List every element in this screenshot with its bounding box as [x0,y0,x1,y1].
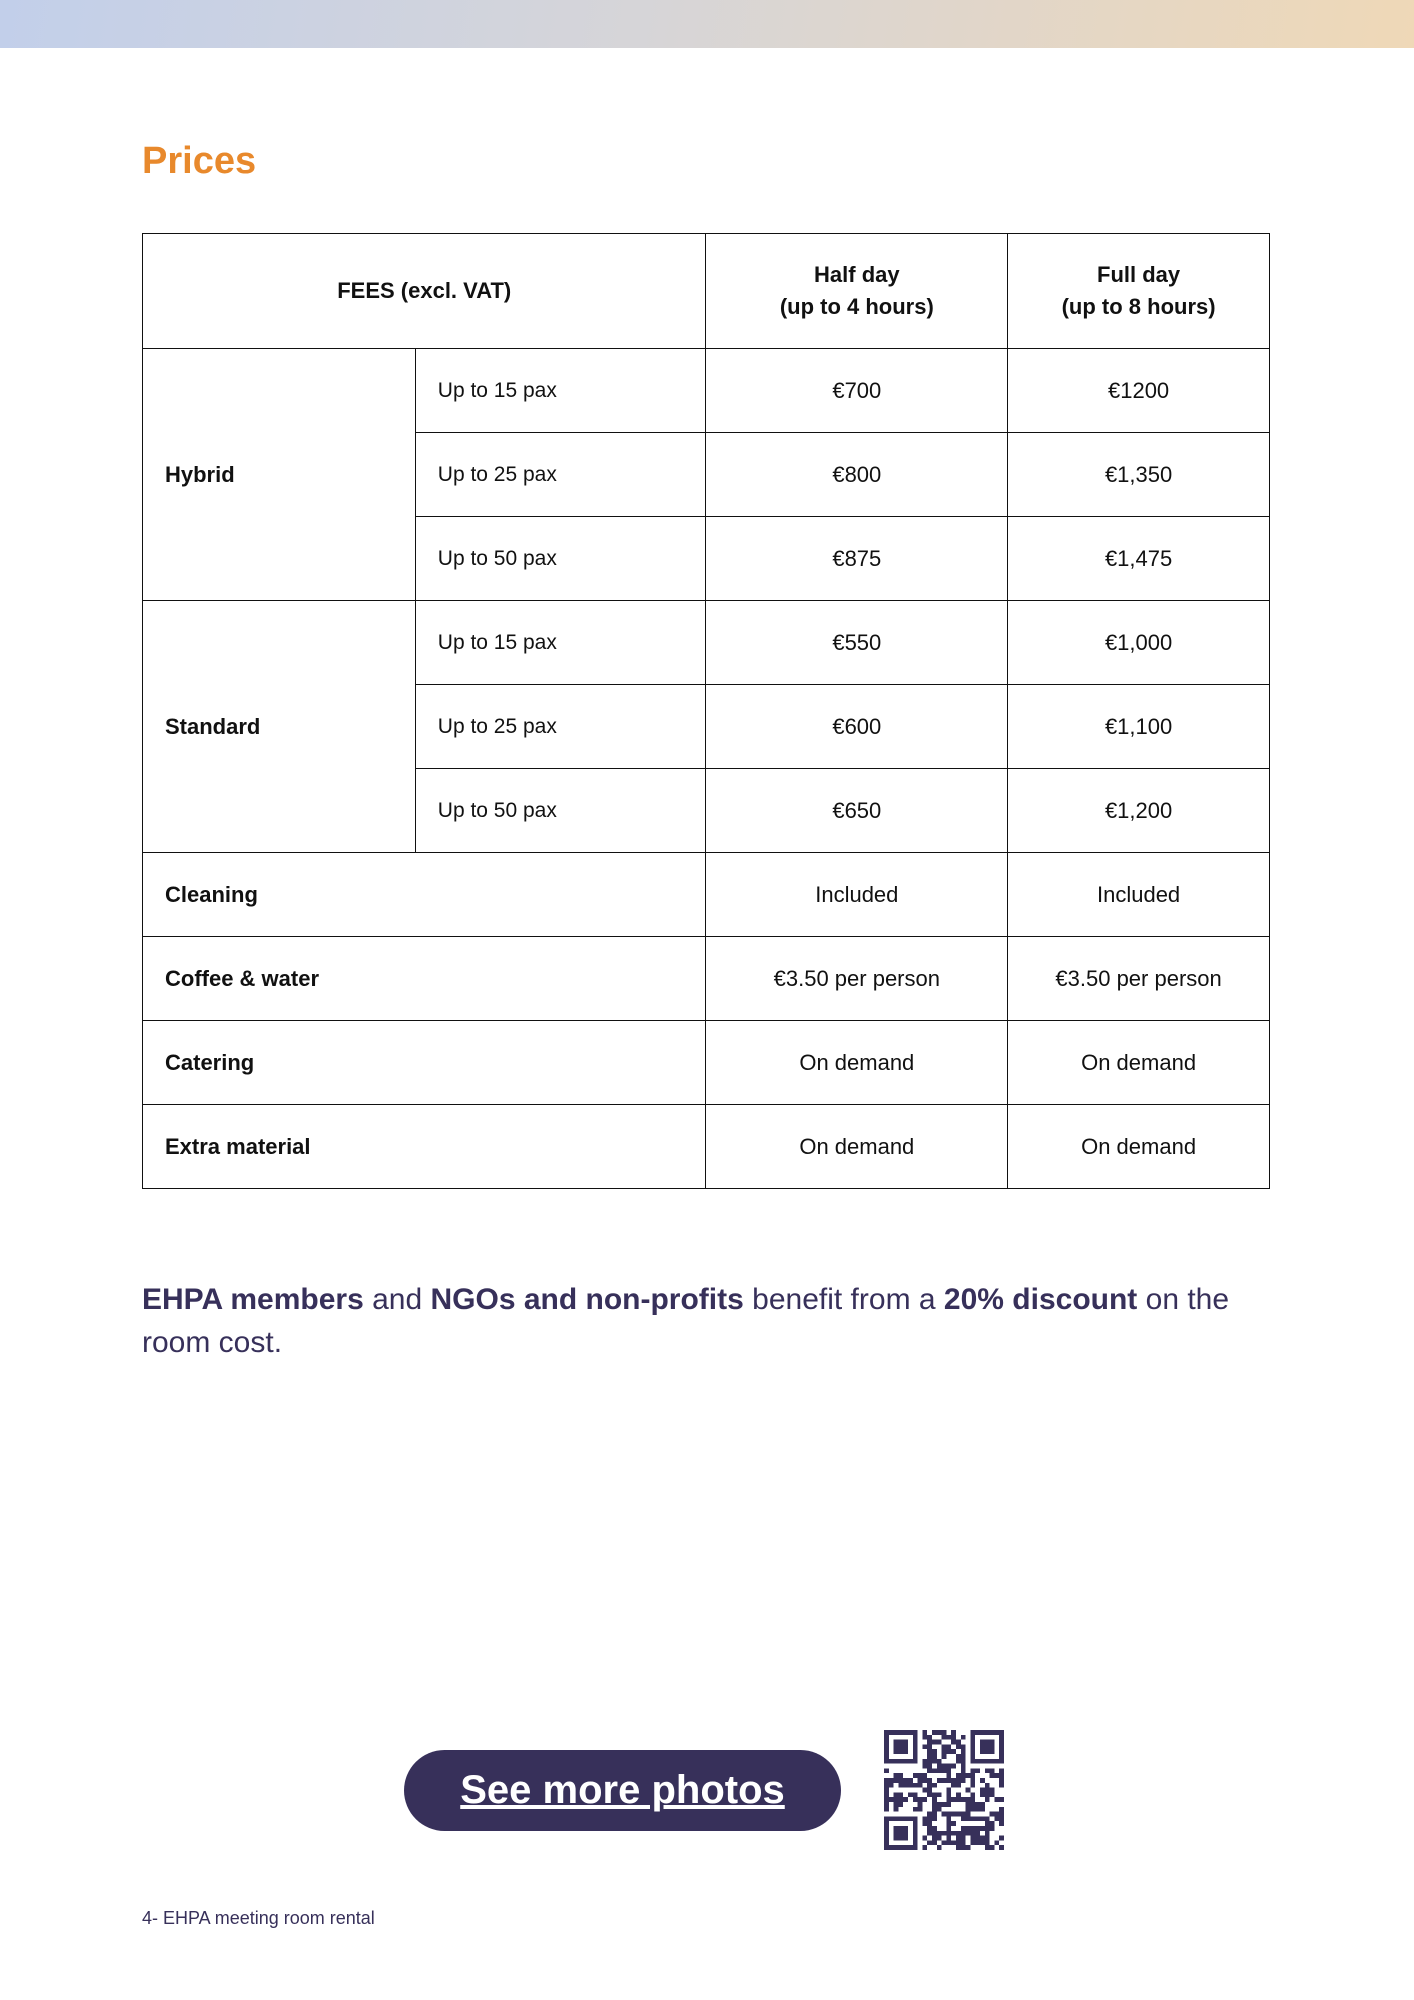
table-header-row: FEES (excl. VAT) Half day (up to 4 hours)… [141,233,1270,349]
table-row: Standard Up to 15 pax €550 €1,000 [142,600,1270,853]
discount-members: EHPA members [142,1283,364,1316]
header-half-day-label: Half day [814,262,900,287]
table-row: Cleaning Included Included [141,852,1270,937]
page-title: Prices [142,140,257,182]
full-day-price: €1,100 [1007,684,1270,769]
group-label: Hybrid [142,348,416,601]
table-row: Up to 25 pax €800 €1,350 [143,432,1270,517]
full-day-value: €3.50 per person [1007,936,1270,1021]
full-day-price: €1,000 [1007,600,1270,685]
full-day-price: €1,475 [1007,516,1270,601]
pax-cell: Up to 25 pax [414,684,707,769]
group-label: Standard [142,600,416,853]
discount-amount: 20% discount [943,1283,1138,1316]
half-day-price: €650 [705,768,1009,853]
qr-code-icon[interactable] [884,1730,1004,1850]
half-day-price: €600 [705,684,1009,769]
see-more-photos-button[interactable]: See more photos [404,1750,841,1831]
full-day-value: Included [1007,852,1270,937]
pax-cell: Up to 15 pax [414,348,707,433]
header-full-day-duration: (up to 8 hours) [1061,294,1216,319]
extra-label: Cleaning [141,852,707,937]
table-row: Coffee & water €3.50 per person €3.50 per … [141,936,1270,1021]
half-day-value: €3.50 per person [705,936,1009,1021]
half-day-price: €800 [705,432,1009,517]
extra-label: Extra material [141,1104,707,1189]
table-row: Up to 50 pax €650 €1,200 [143,768,1270,853]
header-full-day: Full day (up to 8 hours) [1007,233,1270,349]
table-row: Hybrid Up to 15 pax €700 €1200 [142,348,1270,601]
full-day-value: On demand [1007,1104,1270,1189]
pax-cell: Up to 25 pax [414,432,707,517]
full-day-value: On demand [1007,1020,1270,1105]
table-row: Up to 25 pax €600 €1,100 [143,684,1270,769]
header-full-day-label: Full day [1097,262,1181,287]
header-fees: FEES (excl. VAT) [141,233,707,349]
header-half-day: Half day (up to 4 hours) [705,233,1009,349]
table-row: Catering On demand On demand [141,1020,1270,1105]
half-day-value: On demand [705,1104,1009,1189]
discount-text: and [363,1283,431,1316]
prices-table: FEES (excl. VAT) Half day (up to 4 hours)… [141,233,1270,1189]
half-day-price: €875 [705,516,1009,601]
full-day-price: €1,200 [1007,768,1270,853]
pax-cell: Up to 15 pax [414,600,707,685]
extra-label: Coffee & water [141,936,707,1021]
pax-cell: Up to 50 pax [414,516,707,601]
header-half-day-duration: (up to 4 hours) [779,294,934,319]
pax-cell: Up to 50 pax [414,768,707,853]
header-gradient-band [0,0,1414,48]
page-footer: 4- EHPA meeting room rental [142,1908,375,1928]
extra-label: Catering [141,1020,707,1105]
half-day-value: Included [705,852,1009,937]
discount-text: benefit from a [743,1283,944,1316]
discount-ngos: NGOs and non-profits [430,1283,744,1316]
full-day-price: €1,350 [1007,432,1270,517]
half-day-value: On demand [705,1020,1009,1105]
full-day-price: €1200 [1007,348,1270,433]
discount-text: on the room cost. [142,1283,1230,1359]
table-row: Up to 50 pax €875 €1,475 [143,516,1270,601]
table-row: Extra material On demand On demand [141,1104,1270,1189]
half-day-price: €550 [705,600,1009,685]
discount-note: EHPA members and NGOs and non-profits be… [142,1278,1282,1364]
half-day-price: €700 [705,348,1009,433]
